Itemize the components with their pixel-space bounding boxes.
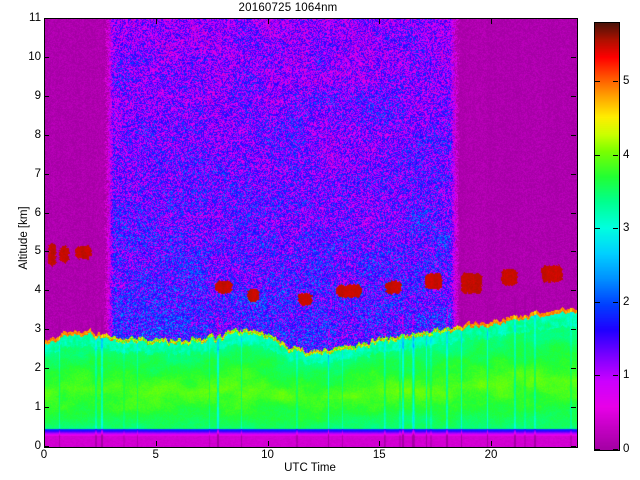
colorbar-tick-3: 3 (623, 222, 630, 235)
y-axis-tick-mark (44, 407, 49, 408)
x-axis-tick-mark (44, 19, 45, 24)
colorbar-tick-mark (613, 375, 618, 376)
colorbar-tick-0: 0 (623, 443, 630, 455)
colorbar-gradient (595, 23, 619, 450)
y-axis-tick-mark (44, 96, 49, 97)
y-axis-tick-mark (44, 57, 49, 58)
x-axis-tick-mark (491, 441, 492, 446)
y-axis-tick-10: 10 (28, 50, 41, 63)
x-axis-tick-mark (268, 19, 269, 24)
x-axis-tick-5: 5 (152, 449, 159, 461)
x-axis-tick-mark (379, 19, 380, 24)
y-axis-tick-mark (571, 213, 576, 214)
colorbar-tick-mark (613, 155, 618, 156)
colorbar-tick-mark (595, 302, 600, 303)
y-axis-tick-mark (571, 96, 576, 97)
colorbar-tick-mark (595, 155, 600, 156)
y-axis-tick-mark (44, 251, 49, 252)
y-axis-tick-mark (44, 368, 49, 369)
y-axis-tick-mark (571, 290, 576, 291)
y-axis-tick-3: 3 (34, 323, 41, 336)
plot-area (44, 18, 578, 448)
x-axis-tick-mark (268, 441, 269, 446)
colorbar-tick-2: 2 (623, 295, 630, 308)
y-axis-tick-mark (571, 251, 576, 252)
y-axis-tick-mark (571, 174, 576, 175)
colorbar-tick-mark (613, 302, 618, 303)
colorbar-tick-mark (613, 228, 618, 229)
y-axis-tick-8: 8 (34, 128, 41, 141)
y-axis-tick-mark (44, 329, 49, 330)
colorbar-tick-mark (613, 449, 618, 450)
y-axis-tick-mark (571, 135, 576, 136)
y-axis-tick-1: 1 (34, 401, 41, 414)
y-axis-tick-mark (571, 368, 576, 369)
y-axis-tick-mark (44, 213, 49, 214)
x-axis-tick-mark (156, 19, 157, 24)
y-axis-tick-11: 11 (29, 12, 41, 24)
colorbar-tick-mark (595, 375, 600, 376)
page-title: 20160725 1064nm (238, 2, 338, 14)
x-axis-tick-mark (44, 441, 45, 446)
y-axis-tick-5: 5 (34, 245, 41, 258)
y-axis-tick-mark (571, 407, 576, 408)
colorbar-tick-mark (613, 81, 618, 82)
colorbar-tick-5: 5 (623, 74, 630, 87)
colorbar-tick-mark (595, 228, 600, 229)
backscatter-heatmap (45, 19, 577, 447)
y-axis-tick-mark (44, 135, 49, 136)
y-axis-tick-mark (44, 174, 49, 175)
x-axis-tick-mark (491, 19, 492, 24)
y-axis-tick-0: 0 (34, 440, 41, 452)
y-axis-tick-mark (571, 18, 576, 19)
x-axis-tick-15: 15 (372, 449, 386, 461)
y-axis-tick-6: 6 (34, 206, 41, 219)
y-axis-tick-4: 4 (34, 284, 41, 297)
y-axis-tick-mark (44, 18, 49, 19)
colorbar-tick-1: 1 (623, 369, 630, 382)
y-axis-tick-mark (571, 57, 576, 58)
colorbar-tick-mark (595, 81, 600, 82)
colorbar-tick-mark (595, 449, 600, 450)
y-axis-tick-mark (571, 329, 576, 330)
y-axis-tick-mark (44, 290, 49, 291)
x-axis-tick-mark (156, 441, 157, 446)
x-axis-tick-20: 20 (484, 449, 498, 461)
y-axis-tick-9: 9 (34, 89, 41, 102)
x-axis-tick-0: 0 (40, 449, 48, 461)
y-axis-tick-7: 7 (34, 167, 41, 180)
y-axis-tick-labels: 0 1 2 3 4 5 6 7 8 9 10 11 (8, 0, 41, 480)
x-axis-label: UTC Time (284, 462, 336, 474)
x-axis-tick-10: 10 (261, 449, 274, 461)
y-axis-tick-mark (571, 446, 576, 447)
colorbar (594, 22, 620, 451)
colorbar-tick-4: 4 (623, 148, 630, 161)
x-axis-tick-mark (379, 441, 380, 446)
y-axis-tick-mark (44, 446, 49, 447)
y-axis-tick-2: 2 (34, 362, 41, 375)
